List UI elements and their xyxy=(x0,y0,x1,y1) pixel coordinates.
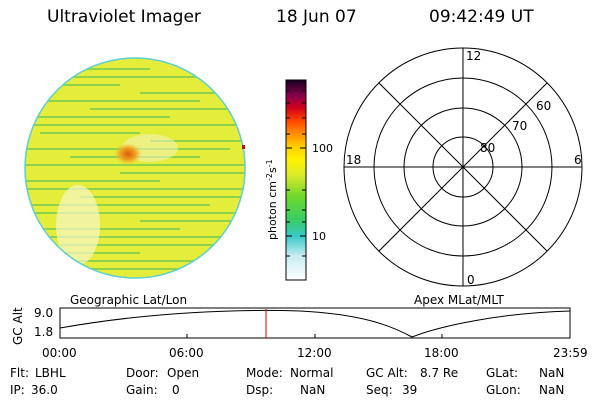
disk-limb xyxy=(24,57,246,279)
flt-label: Flt: xyxy=(10,366,29,380)
date-label: 18 Jun 07 xyxy=(276,7,357,27)
time-tick-1200: 12:00 xyxy=(297,346,332,360)
altitude-plot: 9.0 1.8 GC Alt 00:00 06:00 12:00 18:00 2… xyxy=(11,306,588,360)
time-tick-0600: 06:00 xyxy=(169,346,204,360)
scan-stripe xyxy=(40,132,140,134)
image-caption: Geographic Lat/Lon xyxy=(70,293,187,307)
uvi-image-disk xyxy=(24,57,246,279)
colorbar-units-label: photon cm-2s-1 xyxy=(265,159,279,240)
scan-stripe xyxy=(80,196,245,198)
time-tick-2359: 23:59 xyxy=(553,346,588,360)
dsp-value: NaN xyxy=(300,383,326,397)
flt-value: LBHL xyxy=(35,366,66,380)
scan-stripe xyxy=(120,172,245,174)
mlat-label-70: 70 xyxy=(512,119,527,133)
time-tick-0000: 00:00 xyxy=(42,346,77,360)
colorbar-minor-ticks xyxy=(286,90,306,257)
glon-value: NaN xyxy=(539,383,565,397)
scan-stripe xyxy=(140,220,245,222)
gain-value: 0 xyxy=(172,383,180,397)
ip-value: 36.0 xyxy=(31,383,58,397)
scan-stripe xyxy=(25,236,245,238)
altitude-plot-frame xyxy=(59,307,571,339)
polar-grid xyxy=(343,47,583,287)
colorbar-tick-10: 10 xyxy=(312,230,326,243)
time-tick-1800: 18:00 xyxy=(424,346,459,360)
glat-label: GLat: xyxy=(486,366,519,380)
app-title: Ultraviolet Imager xyxy=(47,7,201,27)
dsp-label: Dsp: xyxy=(246,383,274,397)
gcalt-label: GC Alt: xyxy=(366,366,408,380)
scan-stripe xyxy=(90,108,245,110)
aurora-hotspot xyxy=(114,143,142,165)
altitude-curve xyxy=(59,309,571,338)
colorbar-tick-100: 100 xyxy=(312,142,333,155)
scan-stripe xyxy=(25,228,180,230)
alt-axis-label: GC Alt xyxy=(11,307,25,345)
scan-stripe xyxy=(150,140,245,142)
ip-label: IP: xyxy=(10,383,25,397)
scan-stripe xyxy=(25,84,120,86)
polar-diagonal-b xyxy=(378,82,548,252)
mlat-label-60: 60 xyxy=(536,99,551,113)
scan-stripe xyxy=(25,212,245,214)
mlat-label-80: 80 xyxy=(480,141,495,155)
glon-label: GLon: xyxy=(486,383,521,397)
mode-label: Mode: xyxy=(246,366,283,380)
alt-tick-low: 1.8 xyxy=(34,325,53,339)
mlt-label-6: 6 xyxy=(574,153,582,167)
gcalt-value: 8.7 Re xyxy=(420,366,459,380)
door-label: Door: xyxy=(126,366,159,380)
scan-stripe xyxy=(25,260,245,262)
seq-label: Seq: xyxy=(366,383,393,397)
scan-stripe xyxy=(25,204,210,206)
scan-stripe xyxy=(25,124,245,126)
mlt-label-0: 0 xyxy=(467,273,475,287)
polar-caption: Apex MLat/MLT xyxy=(414,293,504,307)
colorbar: 100 10 photon cm-2s-1 xyxy=(265,79,333,281)
gain-label: Gain: xyxy=(126,383,158,397)
glat-value: NaN xyxy=(539,366,565,380)
scan-stripe xyxy=(25,100,200,102)
scan-stripe xyxy=(140,92,245,94)
mlt-label-18: 18 xyxy=(346,153,361,167)
scan-stripe xyxy=(25,180,160,182)
scan-stripe xyxy=(90,268,230,270)
limb-marker xyxy=(242,145,245,149)
scan-stripe xyxy=(25,116,170,118)
colorbar-scale xyxy=(285,79,307,281)
scan-stripe xyxy=(25,188,245,190)
scan-stripe xyxy=(60,76,245,78)
scan-stripe xyxy=(25,164,245,166)
seq-value: 39 xyxy=(402,383,418,397)
mode-value: Normal xyxy=(290,366,334,380)
mlt-label-12: 12 xyxy=(466,49,481,63)
scan-stripe xyxy=(60,244,245,246)
alt-tick-high: 9.0 xyxy=(34,306,53,320)
door-value: Open xyxy=(167,366,200,380)
time-label: 09:42:49 UT xyxy=(429,7,534,27)
